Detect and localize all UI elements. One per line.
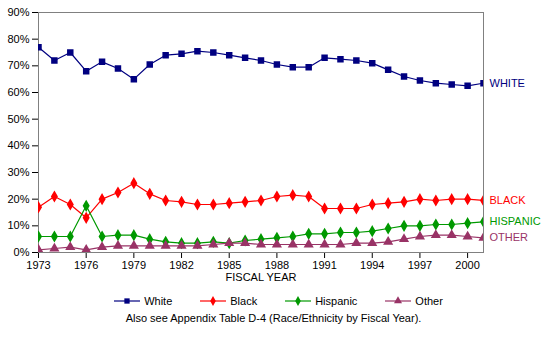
html-text:Black: Black (230, 295, 258, 307)
html-text:Hispanic: Hispanic (315, 295, 358, 307)
svg-text:OTHER: OTHER (490, 231, 529, 243)
html-text:Other: Other (415, 295, 443, 307)
svg-text:1976: 1976 (74, 259, 98, 271)
svg-text:BLACK: BLACK (490, 194, 527, 206)
svg-text:70%: 70% (7, 59, 29, 71)
html-text:White: White (144, 295, 173, 307)
svg-text:WHITE: WHITE (490, 77, 525, 89)
svg-text:FISCAL YEAR: FISCAL YEAR (226, 271, 297, 283)
svg-text:1985: 1985 (217, 259, 241, 271)
svg-text:1991: 1991 (312, 259, 336, 271)
svg-text:2000: 2000 (455, 259, 479, 271)
svg-text:0%: 0% (14, 246, 30, 258)
svg-text:30%: 30% (7, 166, 29, 178)
svg-text:1994: 1994 (360, 259, 384, 271)
svg-text:HISPANIC: HISPANIC (490, 215, 541, 227)
svg-text:90%: 90% (7, 6, 29, 18)
svg-text:40%: 40% (7, 139, 29, 151)
svg-text:50%: 50% (7, 113, 29, 125)
html-text:Also see Appendix Table D-4 (R: Also see Appendix Table D-4 (Race/Ethnic… (125, 312, 422, 324)
svg-text:1973: 1973 (26, 259, 50, 271)
svg-text:60%: 60% (7, 86, 29, 98)
svg-text:1988: 1988 (265, 259, 289, 271)
svg-text:80%: 80% (7, 33, 29, 45)
svg-text:10%: 10% (7, 219, 29, 231)
svg-text:1979: 1979 (122, 259, 146, 271)
svg-text:20%: 20% (7, 193, 29, 205)
svg-text:1982: 1982 (169, 259, 193, 271)
svg-text:1997: 1997 (408, 259, 432, 271)
